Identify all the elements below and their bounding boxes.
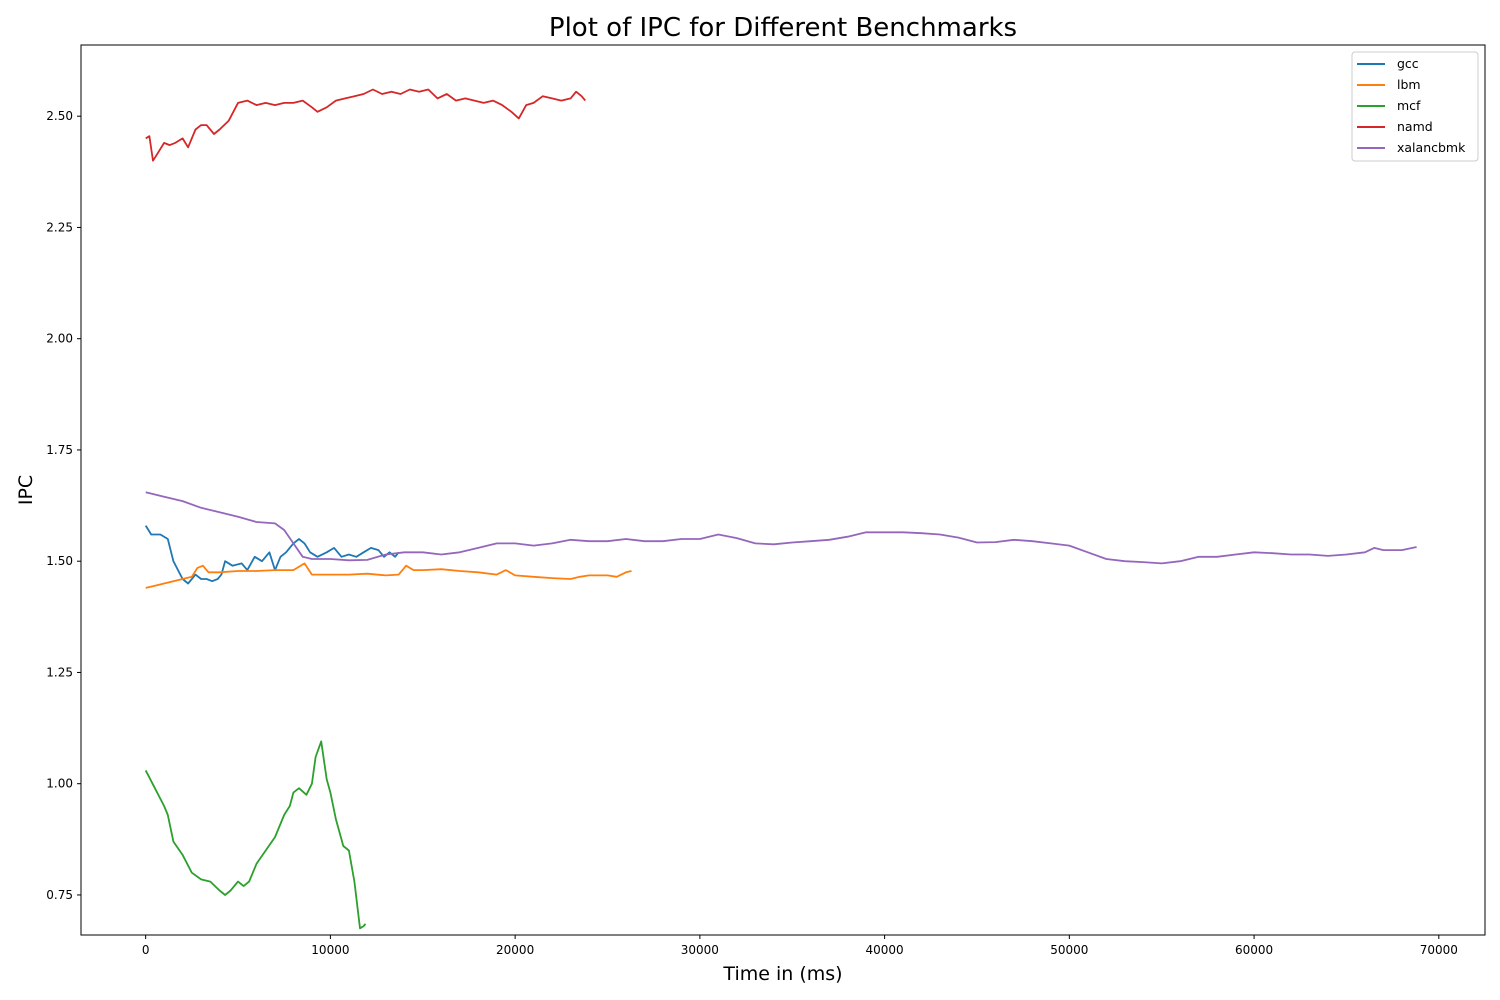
plot-area <box>144 88 1417 930</box>
x-tick-label: 30000 <box>681 943 719 957</box>
x-tick-label: 50000 <box>1050 943 1088 957</box>
y-tick-label: 2.50 <box>46 109 73 123</box>
x-tick-label: 60000 <box>1235 943 1273 957</box>
legend-label-lbm: lbm <box>1397 77 1421 92</box>
legend-label-xalancbmk: xalancbmk <box>1397 140 1466 155</box>
y-tick-label: 1.50 <box>46 554 73 568</box>
x-tick-label: 40000 <box>866 943 904 957</box>
legend: gcc lbm mcf namd xalancbmk <box>1351 51 1479 162</box>
series-line-namd <box>145 88 586 162</box>
x-tick-label: 10000 <box>311 943 349 957</box>
series-line-xalancbmk <box>145 491 1417 565</box>
y-tick-label: 1.25 <box>46 665 73 679</box>
x-tick-label: 20000 <box>496 943 534 957</box>
series-line-lbm <box>145 562 632 589</box>
legend-box <box>1351 51 1479 162</box>
legend-label-gcc: gcc <box>1397 56 1419 71</box>
y-tick-label: 2.25 <box>46 220 73 234</box>
y-tick-label: 0.75 <box>46 888 73 902</box>
y-axis: 0.75 1.00 1.25 1.50 1.75 2.00 2.25 2.50 <box>46 109 81 902</box>
x-axis: 0 10000 20000 30000 40000 50000 60000 70000 <box>142 935 1458 957</box>
y-tick-label: 1.00 <box>46 777 73 791</box>
y-axis-label: IPC <box>15 475 37 505</box>
plot-frame <box>80 44 1486 936</box>
x-tick-label: 70000 <box>1420 943 1458 957</box>
chart-title: Plot of IPC for Different Benchmarks <box>549 13 1017 43</box>
series-line-gcc <box>144 525 400 585</box>
x-tick-label: 0 <box>142 943 150 957</box>
x-axis-label: Time in (ms) <box>722 963 842 985</box>
series-line-mcf <box>144 740 367 930</box>
legend-label-mcf: mcf <box>1397 98 1421 113</box>
y-tick-label: 1.75 <box>46 443 73 457</box>
legend-label-namd: namd <box>1397 119 1433 134</box>
y-tick-label: 2.00 <box>46 332 73 346</box>
